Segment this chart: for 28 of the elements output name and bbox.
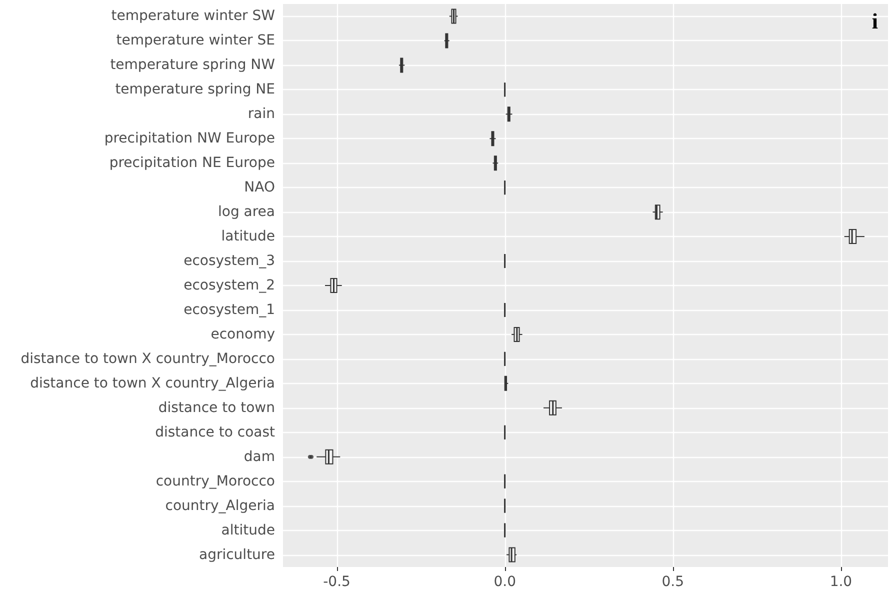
x-tick-label: 1.0 [830, 574, 852, 590]
y-tick-label: economy [210, 326, 275, 342]
y-tick-label: latitude [221, 228, 275, 245]
y-tick-label: NAO [244, 180, 275, 196]
y-tick-label: temperature spring NE [115, 82, 275, 98]
y-tick-label: ecosystem_1 [184, 302, 275, 318]
y-tick-label: precipitation NE Europe [109, 155, 275, 172]
y-tick-label: ecosystem_3 [184, 253, 275, 270]
annotation: i [872, 8, 878, 34]
x-tick-label: 0.0 [494, 574, 516, 590]
y-tick-label: temperature winter SW [111, 8, 276, 24]
y-tick-label: distance to town [158, 400, 275, 416]
x-tick-label: 0.5 [662, 574, 684, 590]
x-tick-label: -0.5 [323, 574, 350, 590]
y-tick-label: country_Algeria [165, 498, 275, 514]
y-tick-label: ecosystem_2 [184, 278, 275, 294]
y-tick-label: log area [218, 204, 275, 220]
y-tick-label: distance to town X country_Morocco [20, 350, 275, 367]
y-tick-label: agriculture [199, 546, 275, 563]
y-tick-label: dam [244, 448, 275, 465]
y-tick-label: temperature winter SE [116, 32, 275, 49]
y-tick-label: country_Morocco [156, 473, 275, 490]
y-tick-label: altitude [221, 522, 275, 538]
y-tick-label: distance to coast [155, 424, 276, 440]
y-tick-label: precipitation NW Europe [104, 130, 275, 147]
y-tick-label: distance to town X country_Algeria [30, 375, 275, 392]
y-tick-label: temperature spring NW [110, 57, 276, 74]
y-tick-label: rain [248, 106, 275, 122]
